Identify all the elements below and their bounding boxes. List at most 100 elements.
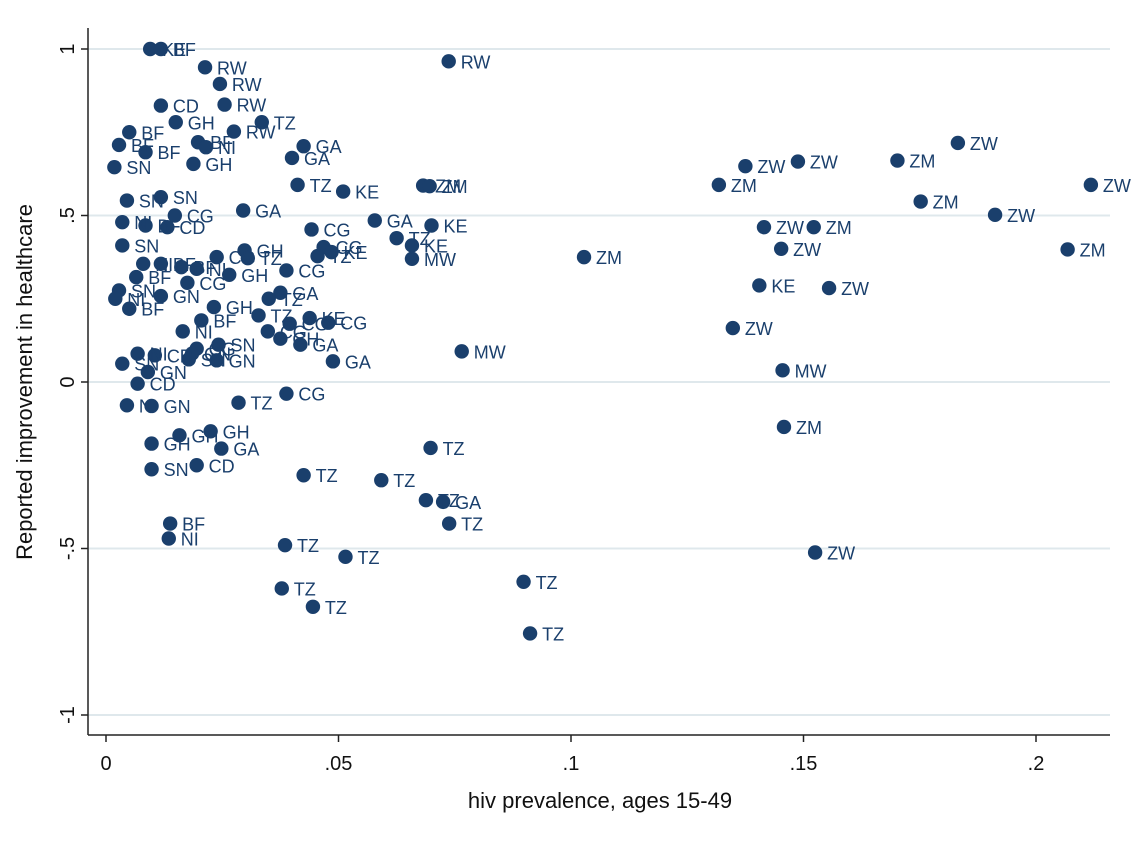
point-label: RW [461,52,491,72]
point-label: BF [141,123,164,143]
point-label: ZM [731,176,757,196]
data-point [987,207,1003,223]
point-label: CD [179,218,205,238]
point-label: NI [195,322,213,342]
data-point [206,299,222,315]
point-label: GN [164,397,191,417]
point-label: RW [217,58,247,78]
y-tick-label: 1 [57,43,79,54]
data-point [122,301,137,316]
point-label: ZM [796,418,822,438]
data-point [194,313,209,328]
point-label: TZ [310,176,332,196]
point-label: TZ [251,394,273,414]
point-label: GH [223,422,250,442]
data-point [806,219,821,235]
data-point [198,140,214,155]
data-point [144,398,159,414]
data-point [172,428,187,443]
point-label: KE [355,183,379,203]
point-label: CG [302,315,329,335]
data-point [115,214,130,230]
data-point [140,364,156,380]
point-label: KE [162,40,186,60]
point-label: CG [298,385,325,405]
data-point [130,346,145,361]
point-label: ZW [841,279,869,299]
data-point [235,203,251,218]
point-label: MW [424,250,456,270]
data-point [147,348,163,363]
point-label: KE [424,236,448,256]
data-point [167,208,183,223]
point-label: TZ [542,624,564,644]
point-label: BF [141,300,164,320]
point-label: TZ [271,306,293,326]
point-label: CG [280,322,307,342]
data-point [422,178,437,194]
data-point [305,599,321,614]
data-point [119,398,135,413]
x-tick-label: .05 [325,753,353,775]
point-label: GN [204,345,231,365]
data-point [325,354,341,369]
point-label: SN [164,460,189,480]
point-label: RW [246,123,276,143]
data-point [821,280,837,296]
point-label: KE [344,243,368,263]
data-point [441,516,457,531]
point-label: GH [292,330,319,350]
point-label: CG [187,207,214,227]
point-label: CG [336,238,363,258]
point-label: ZM [442,177,468,197]
data-point [790,154,806,169]
data-point [222,267,237,282]
data-point [424,218,439,233]
data-point [175,324,190,339]
point-label: SN [173,188,198,208]
point-label: BF [193,258,216,278]
data-point [240,250,256,266]
point-label: GH [205,155,232,175]
point-label: GA [233,440,259,460]
point-label: ZM [1080,240,1106,260]
point-label: ZM [596,248,622,268]
point-label: CD [173,97,199,117]
point-label: GA [316,137,342,157]
point-label: TZ [443,439,465,459]
data-point [153,288,169,304]
data-point [189,458,204,473]
point-label: GA [312,336,338,356]
point-label: TZ [330,247,352,267]
point-label: BF [182,515,205,535]
point-label: KE [771,276,795,296]
point-label: ZW [1103,176,1131,196]
point-label: GA [304,149,330,169]
data-point [153,98,169,113]
data-point [282,316,297,331]
point-label: TZ [260,249,282,269]
x-tick-label: .15 [790,753,818,775]
point-label: TZ [294,579,316,599]
data-point [180,275,195,290]
point-label: MW [795,361,827,381]
x-tick-label: .2 [1028,753,1045,775]
data-point [773,241,789,256]
data-point [168,115,183,130]
point-label: NI [150,345,168,365]
point-label: KE [322,309,346,329]
data-point [153,189,169,205]
data-point [725,320,741,336]
data-point [296,139,311,154]
point-label: GN [160,363,187,383]
point-label: TZ [274,113,296,133]
point-label: SN [231,336,256,356]
data-point [423,440,438,456]
point-label: CD [167,346,193,366]
point-label: BF [131,136,154,156]
data-point [189,261,204,276]
data-point [738,159,753,174]
data-point [454,344,469,359]
